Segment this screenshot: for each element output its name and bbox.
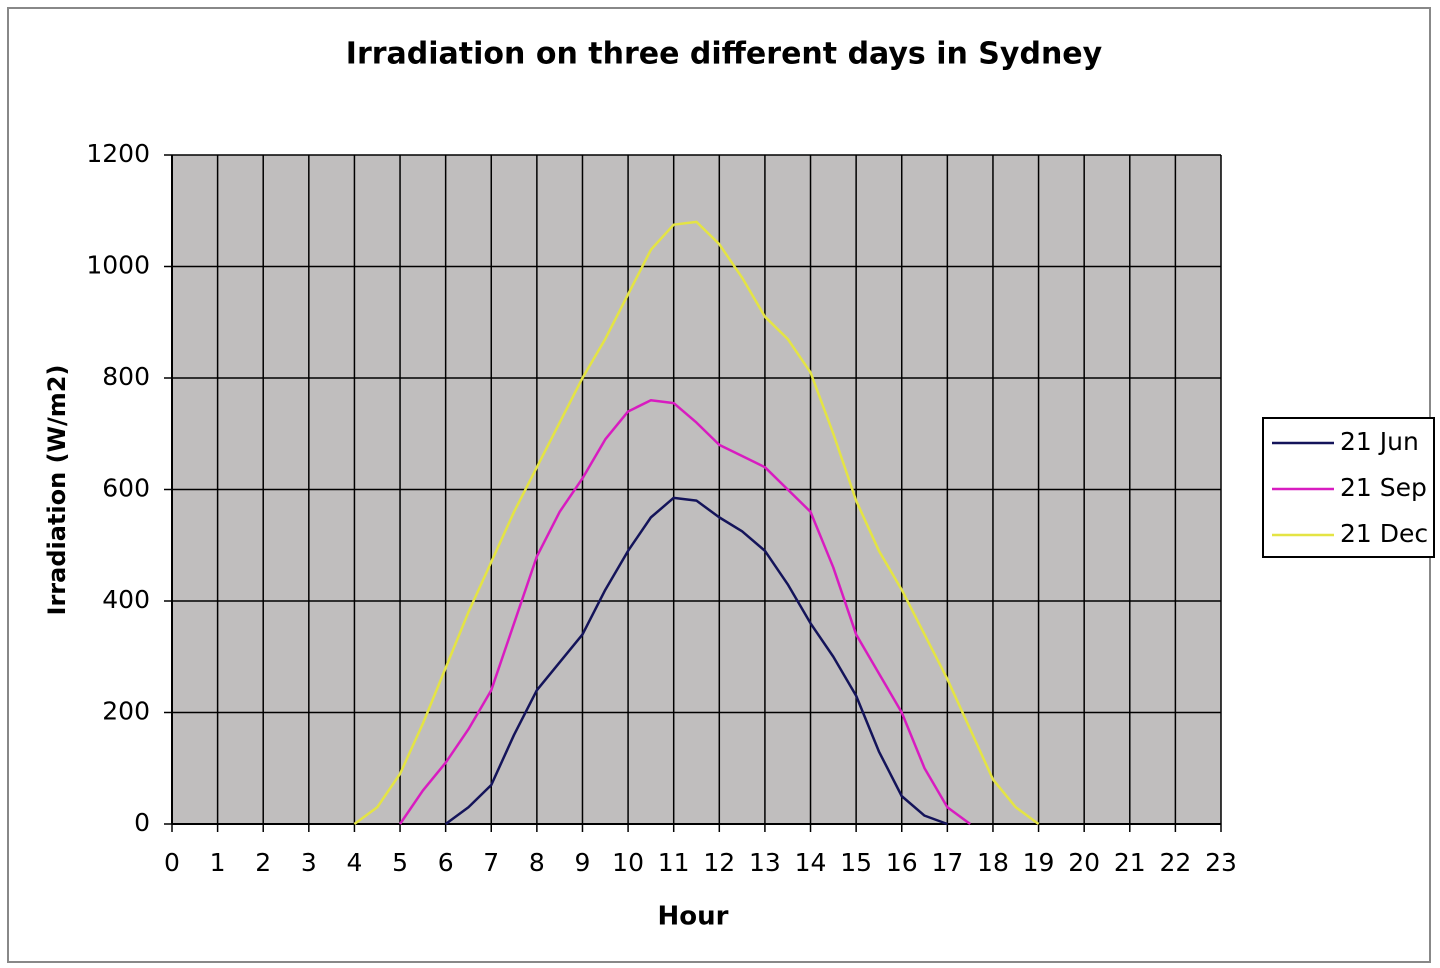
y-tick-label: 0 <box>134 808 150 837</box>
y-axis-label: Irradiation (W/m2) <box>43 365 71 616</box>
x-tick-label: 10 <box>612 848 644 877</box>
x-tick-label: 23 <box>1205 848 1237 877</box>
y-tick-label: 800 <box>102 362 150 391</box>
x-tick-label: 21 <box>1114 848 1146 877</box>
x-tick-label: 11 <box>658 848 690 877</box>
x-tick-label: 19 <box>1023 848 1055 877</box>
series-line <box>399 399 971 826</box>
x-tick-label: 1 <box>210 848 226 877</box>
x-tick-label: 18 <box>977 848 1009 877</box>
x-tick-label: 15 <box>840 848 872 877</box>
x-tick-label: 16 <box>886 848 918 877</box>
x-tick-label: 3 <box>301 848 317 877</box>
series-line <box>444 496 948 826</box>
x-tick-label: 7 <box>483 848 499 877</box>
x-tick-label: 20 <box>1068 848 1100 877</box>
x-tick-label: 6 <box>438 848 454 877</box>
legend-label: 21 Dec <box>1340 519 1428 548</box>
y-tick-label: 600 <box>102 474 150 503</box>
y-tick-label: 400 <box>102 585 150 614</box>
x-tick-label: 2 <box>255 848 271 877</box>
x-tick-label: 14 <box>795 848 827 877</box>
legend-label: 21 Sep <box>1340 473 1427 502</box>
x-tick-label: 4 <box>346 848 362 877</box>
x-axis-label: Hour <box>658 902 729 932</box>
x-tick-label: 5 <box>392 848 408 877</box>
x-tick-label: 17 <box>931 848 963 877</box>
y-tick-label: 1200 <box>86 139 150 168</box>
x-tick-label: 22 <box>1159 848 1191 877</box>
chart-title: Irradiation on three different days in S… <box>346 37 1103 72</box>
y-tick-label: 1000 <box>86 251 150 280</box>
legend-label: 21 Jun <box>1340 427 1419 456</box>
x-tick-label: 9 <box>575 848 591 877</box>
x-tick-label: 8 <box>529 848 545 877</box>
y-tick-label: 200 <box>102 697 150 726</box>
x-tick-label: 13 <box>749 848 781 877</box>
x-tick-label: 12 <box>703 848 735 877</box>
series-line <box>353 220 1040 826</box>
x-tick-label: 0 <box>164 848 180 877</box>
